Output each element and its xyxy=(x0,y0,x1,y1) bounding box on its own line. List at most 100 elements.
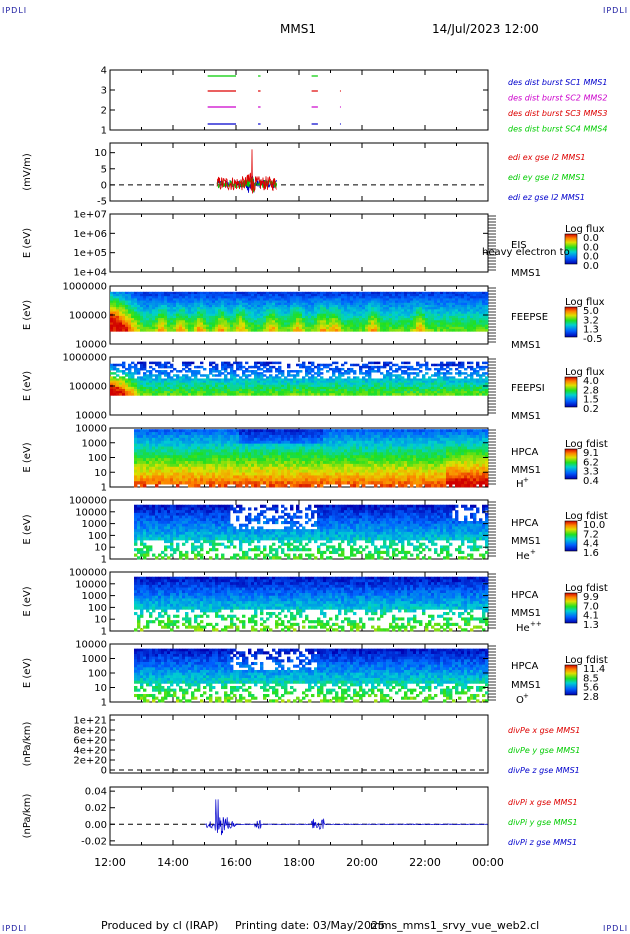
feepsi-pixel xyxy=(449,380,453,384)
feepsi-pixel xyxy=(332,361,336,365)
hpca_h-pixel xyxy=(191,484,195,488)
hpca_h-pixel xyxy=(233,460,237,465)
feepse-spacecraft: MMS1 xyxy=(511,340,541,351)
feepsi-pixel xyxy=(374,365,378,369)
feepse-pixel xyxy=(167,318,171,321)
feepsi-pixel xyxy=(440,393,444,396)
feepsi-pixel xyxy=(221,382,225,386)
hpca_h-pixel xyxy=(155,463,159,468)
feepse-pixel xyxy=(236,320,240,323)
hpca_h-pixel xyxy=(149,469,153,473)
feepse-pixel xyxy=(371,318,375,321)
feepse-pixel xyxy=(239,324,243,328)
feepse-pixel xyxy=(434,322,438,326)
feepse-pixel xyxy=(368,326,372,330)
feepse-pixel xyxy=(344,313,348,317)
feepse-pixel xyxy=(302,320,306,323)
feepse-pixel xyxy=(116,320,120,323)
hpca_h-pixel xyxy=(260,429,264,433)
feepse-pixel xyxy=(305,309,309,312)
feepse-pixel xyxy=(395,324,399,328)
hpca_h-pixel xyxy=(155,443,159,447)
burst-ytick-label: 1 xyxy=(101,126,107,137)
feepse-pixel xyxy=(119,320,123,323)
feepse-pixel xyxy=(311,329,315,332)
feepse-pixel xyxy=(467,313,471,317)
feepsi-pixel xyxy=(245,388,249,392)
feepse-pixel xyxy=(323,324,327,328)
feepsi-pixel xyxy=(449,384,453,388)
feepsi-pixel xyxy=(335,365,339,369)
feepse-pixel xyxy=(341,311,345,315)
feepse-pixel xyxy=(281,300,285,304)
feepsi-pixel xyxy=(203,391,207,394)
feepsi-pixel xyxy=(437,378,441,381)
feepse-pixel xyxy=(311,320,315,323)
feepse-pixel xyxy=(191,324,195,328)
feepse-pixel xyxy=(317,304,321,308)
feepsi-pixel xyxy=(206,393,210,396)
feepse-pixel xyxy=(485,311,489,315)
hpca_h-pixel xyxy=(242,446,246,450)
feepsi-pixel xyxy=(164,393,168,396)
feepsi-pixel xyxy=(266,393,270,396)
feepse-pixel xyxy=(269,309,273,312)
feepse-pixel xyxy=(206,329,210,332)
feepsi-pixel xyxy=(200,388,204,392)
hpca_h-pixel xyxy=(173,472,177,476)
feepse-pixel xyxy=(296,304,300,308)
feepse-pixel xyxy=(260,318,264,321)
feepse-pixel xyxy=(389,300,393,304)
hpca_h-pixel xyxy=(149,475,153,479)
feepsi-pixel xyxy=(422,376,426,379)
feepse-pixel xyxy=(389,298,393,301)
feepsi-pixel xyxy=(431,384,435,388)
feepse-pixel xyxy=(404,302,408,306)
hpca_h-pixel xyxy=(140,443,144,447)
hpca_h-pixel xyxy=(248,437,252,442)
feepse-pixel xyxy=(200,322,204,326)
feepsi-pixel xyxy=(275,374,279,377)
feepse-pixel xyxy=(176,302,180,306)
feepse-pixel xyxy=(146,298,150,301)
feepse-pixel xyxy=(266,324,270,328)
feepse-pixel xyxy=(413,298,417,301)
feepse-pixel xyxy=(182,324,186,328)
feepse-pixel xyxy=(302,326,306,330)
feepse-pixel xyxy=(257,304,261,308)
feepse-pixel xyxy=(188,329,192,332)
hpca_h-pixel xyxy=(203,472,207,476)
hpca_h-pixel xyxy=(185,458,189,462)
feepsi-pixel xyxy=(410,391,414,394)
feepsi-pixel xyxy=(269,361,273,365)
feepsi-pixel xyxy=(335,378,339,381)
hpca_h-pixel xyxy=(158,458,162,462)
feepse-pixel xyxy=(479,302,483,306)
feepsi-pixel xyxy=(239,361,243,365)
feepsi-pixel xyxy=(191,378,195,381)
feepsi-pixel xyxy=(461,361,465,365)
feepse-pixel xyxy=(314,304,318,308)
feepse-pixel xyxy=(458,322,462,326)
feepse-pixel xyxy=(140,304,144,308)
feepse-pixel xyxy=(314,302,318,306)
feepse-pixel xyxy=(434,329,438,332)
feepse-pixel xyxy=(287,311,291,315)
feepsi-pixel xyxy=(302,382,306,386)
feepsi-pixel xyxy=(371,391,375,394)
feepsi-pixel xyxy=(110,388,114,392)
hpca_h-pixel xyxy=(179,481,183,485)
feepse-pixel xyxy=(311,298,315,301)
edi-ytick-label: 10 xyxy=(94,148,107,159)
feepse-pixel xyxy=(386,320,390,323)
feepse-pixel xyxy=(203,300,207,304)
feepse-pixel xyxy=(482,326,486,330)
feepse-pixel xyxy=(449,311,453,315)
eis-ytick-label: 1e+05 xyxy=(73,248,107,259)
feepsi-pixel xyxy=(176,384,180,388)
feepse-pixel xyxy=(227,313,231,317)
feepse-pixel xyxy=(194,322,198,326)
hpca_h-pixel xyxy=(176,484,180,488)
feepsi-pixel xyxy=(290,388,294,392)
feepse-pixel xyxy=(176,324,180,328)
